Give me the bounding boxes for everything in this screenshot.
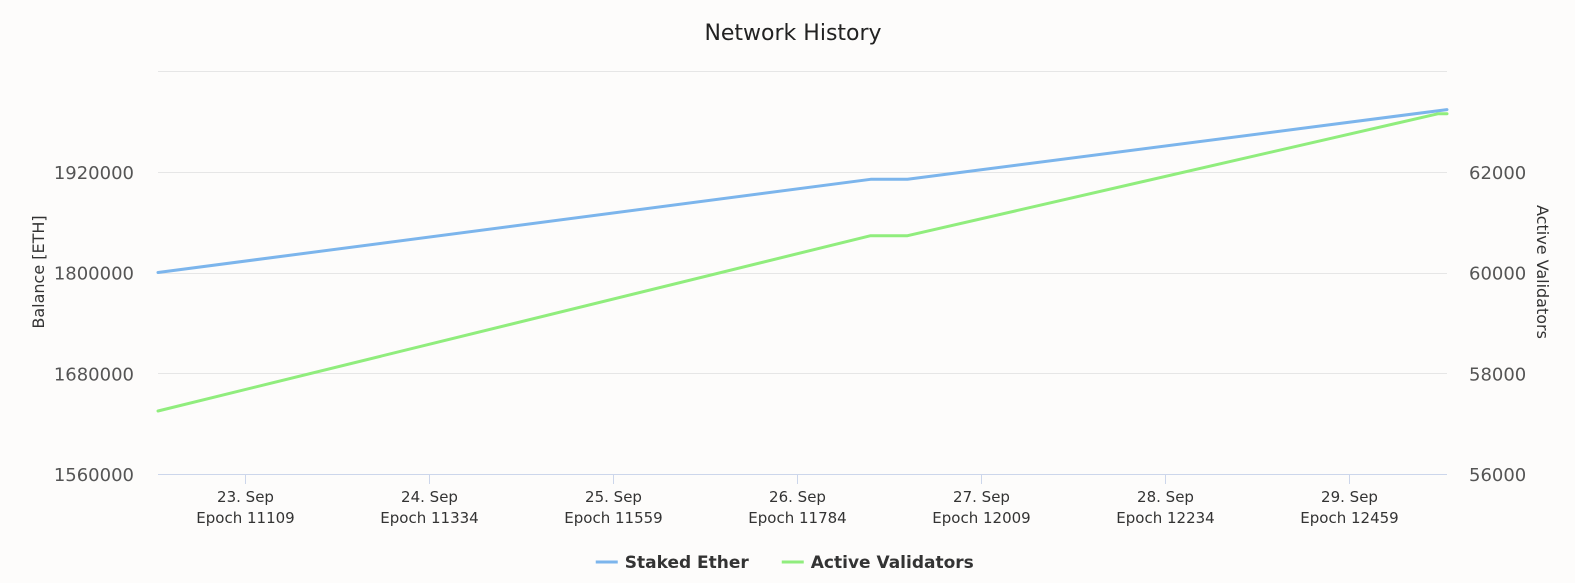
x-tick-date-label: 27. Sep (953, 488, 1010, 506)
chart-title: Network History (704, 21, 881, 46)
legend[interactable]: Staked Ether Active Validators (595, 553, 974, 573)
y-right-tick-label: 58000 (1469, 364, 1526, 385)
y-left-tick-label: 1920000 (54, 163, 134, 184)
x-tick-epoch-label: Epoch 12459 (1300, 509, 1398, 527)
y-right-axis-title: Active Validators (1533, 205, 1552, 339)
x-tick-date-label: 28. Sep (1137, 488, 1194, 506)
x-tick-date-label: 24. Sep (401, 488, 458, 506)
series-line-active-validators[interactable] (156, 112, 1449, 413)
y-left-tick-label: 1560000 (54, 465, 134, 486)
y-left-tick-label: 1800000 (54, 264, 134, 285)
series-line-staked-ether[interactable] (156, 108, 1449, 274)
x-tick-epoch-label: Epoch 11784 (748, 509, 846, 527)
legend-item-active-validators[interactable]: Active Validators (781, 553, 974, 573)
x-tick-date-label: 26. Sep (769, 488, 826, 506)
y-left-axis-title: Balance [ETH] (29, 215, 48, 328)
x-tick-epoch-label: Epoch 11559 (564, 509, 662, 527)
x-tick-date-label: 29. Sep (1321, 488, 1378, 506)
y-right-tick-label: 56000 (1469, 465, 1526, 486)
x-tick-date-label: 23. Sep (217, 488, 274, 506)
legend-label: Staked Ether (625, 553, 750, 573)
y-right-tick-label: 60000 (1469, 264, 1526, 285)
x-tick-date-label: 25. Sep (585, 488, 642, 506)
x-tick-epoch-label: Epoch 11334 (380, 509, 478, 527)
legend-label: Active Validators (811, 553, 974, 573)
axes: 1560000 1680000 1800000 1920000 56000 58000 60… (54, 163, 1526, 527)
x-tick-epoch-label: Epoch 11109 (196, 509, 294, 527)
y-right-tick-label: 62000 (1469, 163, 1526, 184)
legend-item-staked-ether[interactable]: Staked Ether (595, 553, 750, 573)
grid-lines (158, 71, 1447, 374)
x-tick-epoch-label: Epoch 12009 (932, 509, 1030, 527)
x-tick-epoch-label: Epoch 12234 (1116, 509, 1214, 527)
y-left-tick-label: 1680000 (54, 364, 134, 385)
series (156, 108, 1449, 413)
